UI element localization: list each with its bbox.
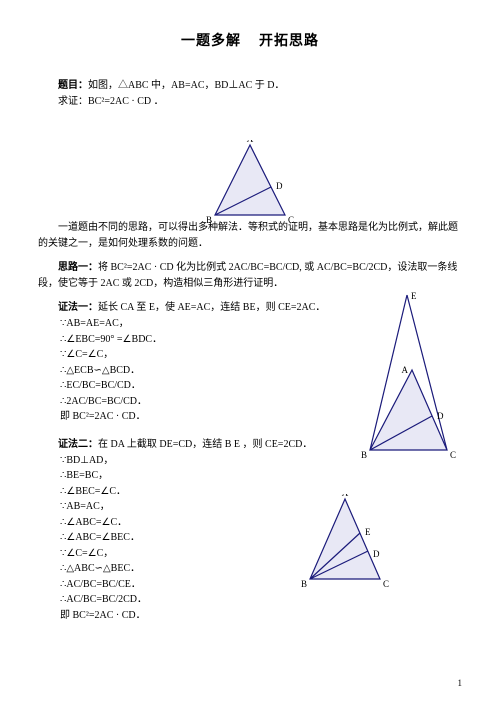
svg-text:B: B	[361, 450, 367, 460]
svg-text:C: C	[288, 215, 294, 225]
svg-text:D: D	[373, 549, 380, 559]
svg-text:B: B	[301, 579, 307, 589]
goal-label: 求证：	[58, 96, 88, 107]
proof2-text: 在 DA 上截取 DE=CD，连结 B E ，则 CE=2CD．	[98, 439, 312, 450]
svg-text:E: E	[365, 527, 371, 537]
proof-step: 即 BC²=2AC · CD．	[38, 608, 462, 624]
figure-2: E A B C D	[352, 290, 462, 465]
svg-text:E: E	[411, 291, 417, 301]
path1-label: 思路一：	[58, 262, 98, 273]
path1-text: 将 BC²=2AC · CD 化为比例式 2AC/BC=BC/CD, 或 AC/…	[38, 262, 457, 289]
figure-3: A B C D E	[290, 494, 400, 594]
proof-step: ∴BE=BC，	[38, 468, 462, 484]
svg-text:C: C	[450, 450, 456, 460]
svg-text:A: A	[402, 365, 409, 375]
goal-text: BC²=2AC · CD ．	[88, 96, 164, 107]
proof1-label: 证法一：	[58, 302, 98, 313]
problem-block: 题目：如图，△ABC 中，AB=AC，BD⊥AC 于 D． 求证：BC²=2AC…	[38, 78, 462, 110]
svg-text:D: D	[276, 181, 283, 191]
proof-step: ∴AC/BC=BC/2CD．	[38, 592, 462, 608]
svg-text:A: A	[342, 494, 349, 498]
problem-text: 如图，△ABC 中，AB=AC，BD⊥AC 于 D．	[88, 80, 285, 91]
title-part-a: 一题多解	[181, 34, 241, 49]
proof1-text: 延长 CA 至 E，使 AE=AC，连结 BE，则 CE=2AC．	[98, 302, 325, 313]
svg-text:B: B	[206, 215, 212, 225]
figure-1: A B C D	[195, 140, 305, 230]
svg-text:D: D	[437, 411, 444, 421]
page-number: 1	[458, 678, 463, 688]
title-part-b: 开拓思路	[259, 34, 319, 49]
svg-text:C: C	[383, 579, 389, 589]
problem-label: 题目：	[58, 80, 88, 91]
path-1: 思路一：将 BC²=2AC · CD 化为比例式 2AC/BC=BC/CD, 或…	[38, 260, 462, 292]
proof2-label: 证法二：	[58, 439, 98, 450]
svg-text:A: A	[247, 140, 254, 144]
page-title: 一题多解 开拓思路	[38, 30, 462, 50]
